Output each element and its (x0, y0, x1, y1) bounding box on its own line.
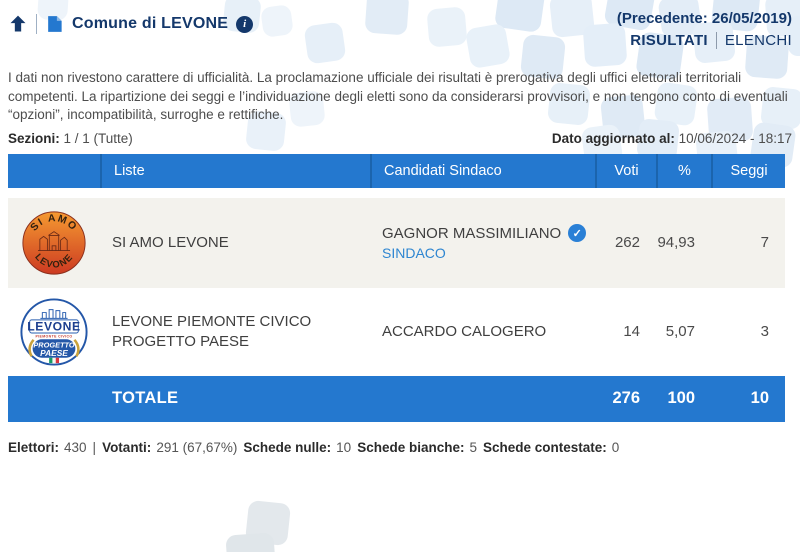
svg-text:PROGETTO: PROGETTO (33, 340, 75, 349)
document-icon (48, 16, 62, 32)
col-voti: Voti (595, 153, 656, 188)
candidate-cell: ACCARDO CALOGERO (370, 323, 595, 340)
sindaco-link[interactable]: SINDACO (382, 245, 446, 262)
total-row: TOTALE 276 100 10 (8, 375, 785, 422)
previous-election-label: (Precedente: 26/05/2019) (616, 10, 792, 27)
party-logo-levone-piemonte-civico: LEVONE PIEMONTE CIVICO PROGETTO PAESE (8, 297, 100, 367)
svg-text:PIEMONTE CIVICO: PIEMONTE CIVICO (35, 334, 72, 338)
disclaimer-text: I dati non rivestono carattere di uffici… (8, 70, 788, 123)
list-name: LEVONE PIEMONTE CIVICO PROGETTO PAESE (112, 312, 312, 350)
candidate-name: ACCARDO CALOGERO (382, 323, 547, 341)
total-percent: 100 (667, 389, 695, 408)
table-row: SI AMO LEVONE (8, 197, 785, 288)
votes-value: 14 (623, 323, 640, 341)
divider (36, 14, 37, 34)
total-votes: 276 (612, 389, 640, 408)
svg-text:LEVONE: LEVONE (27, 319, 80, 333)
percent-value: 94,93 (657, 234, 695, 252)
col-liste: Liste (100, 153, 370, 188)
votes-value: 262 (614, 234, 640, 252)
footer-stats: Elettori: 430 | Votanti: 291 (67,67%) Sche… (8, 440, 792, 455)
total-seats: 10 (750, 389, 769, 408)
stat-schede-bianche: Schede bianche: 5 (357, 439, 477, 455)
candidate-cell: GAGNOR MASSIMILIANO ✓ SINDACO (370, 224, 595, 261)
table-row: LEVONE PIEMONTE CIVICO PROGETTO PAESE (8, 287, 785, 376)
updated-info: Dato aggiornato al: 10/06/2024 - 18:17 (552, 131, 792, 146)
stat-votanti: Votanti: 291 (67,67%) (102, 439, 238, 455)
tab-elenchi[interactable]: ELENCHI (724, 32, 792, 49)
levone-piemonte-civico-logo-icon: LEVONE PIEMONTE CIVICO PROGETTO PAESE (20, 298, 88, 366)
col-pct: % (656, 153, 711, 188)
svg-text:LEVONE: LEVONE (33, 251, 75, 270)
tab-risultati[interactable]: RISULTATI (630, 32, 708, 49)
col-candidati: Candidati Sindaco (370, 153, 595, 188)
svg-text:PAESE: PAESE (40, 348, 68, 358)
table-header: Liste Candidati Sindaco Voti % Seggi (8, 153, 785, 188)
page-title: Comune di LEVONE (72, 15, 229, 32)
candidate-name: GAGNOR MASSIMILIANO (382, 224, 562, 242)
header-bar: Comune di LEVONE i (Precedente: 26/05/20… (8, 10, 792, 49)
percent-value: 5,07 (665, 323, 695, 341)
updated-value: 10/06/2024 - 18:17 (678, 130, 792, 146)
stat-elettori: Elettori: 430 (8, 439, 87, 455)
results-table: Liste Candidati Sindaco Voti % Seggi (8, 153, 785, 422)
total-label: TOTALE (112, 389, 179, 408)
italy-flag-icon (49, 357, 60, 363)
tab-separator (715, 32, 717, 49)
breadcrumb: Comune di LEVONE i (8, 10, 254, 34)
verified-icon: ✓ (568, 224, 587, 243)
sections-info: Sezioni: 1 / 1 (Tutte) (8, 131, 133, 146)
header-right: (Precedente: 26/05/2019) RISULTATI ELENC… (617, 10, 792, 49)
stat-schede-contestate: Schede contestate: 0 (483, 439, 620, 455)
col-symbol (8, 154, 100, 188)
sections-label: Sezioni: (8, 130, 60, 146)
stat-schede-nulle: Schede nulle: 10 (243, 439, 352, 455)
nav-tabs: RISULTATI ELENCHI (630, 32, 792, 49)
seats-value: 7 (760, 234, 769, 252)
list-name: SI AMO LEVONE (112, 233, 229, 251)
party-logo-si-amo-levone: SI AMO LEVONE (8, 210, 100, 276)
seats-value: 3 (760, 323, 769, 341)
up-arrow-icon[interactable] (8, 14, 28, 34)
col-seggi: Seggi (711, 153, 785, 188)
stat-separator: | (92, 439, 97, 455)
content: Comune di LEVONE i (Precedente: 26/05/20… (8, 10, 792, 455)
info-bar: Sezioni: 1 / 1 (Tutte) Dato aggiornato a… (8, 131, 792, 146)
si-amo-levone-logo-icon: SI AMO LEVONE (22, 211, 86, 275)
sections-value: 1 / 1 (Tutte) (63, 130, 133, 146)
updated-label: Dato aggiornato al: (551, 130, 675, 146)
info-icon[interactable]: i (236, 15, 254, 33)
